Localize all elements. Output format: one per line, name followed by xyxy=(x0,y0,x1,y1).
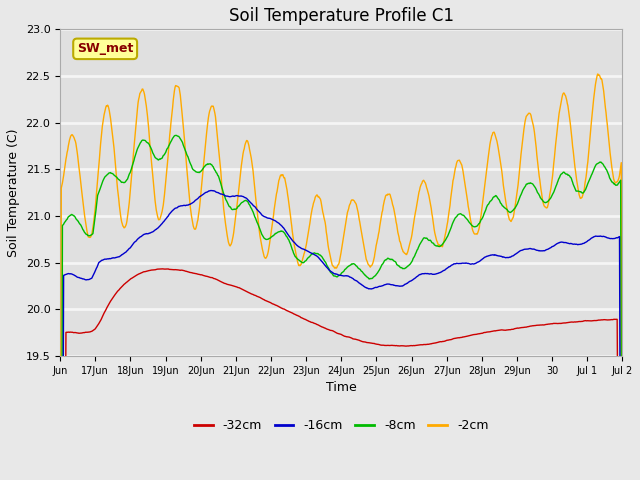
Title: Soil Temperature Profile C1: Soil Temperature Profile C1 xyxy=(228,7,454,25)
X-axis label: Time: Time xyxy=(326,381,356,394)
Legend: -32cm, -16cm, -8cm, -2cm: -32cm, -16cm, -8cm, -2cm xyxy=(189,414,493,437)
Text: SW_met: SW_met xyxy=(77,42,133,55)
Y-axis label: Soil Temperature (C): Soil Temperature (C) xyxy=(7,128,20,257)
